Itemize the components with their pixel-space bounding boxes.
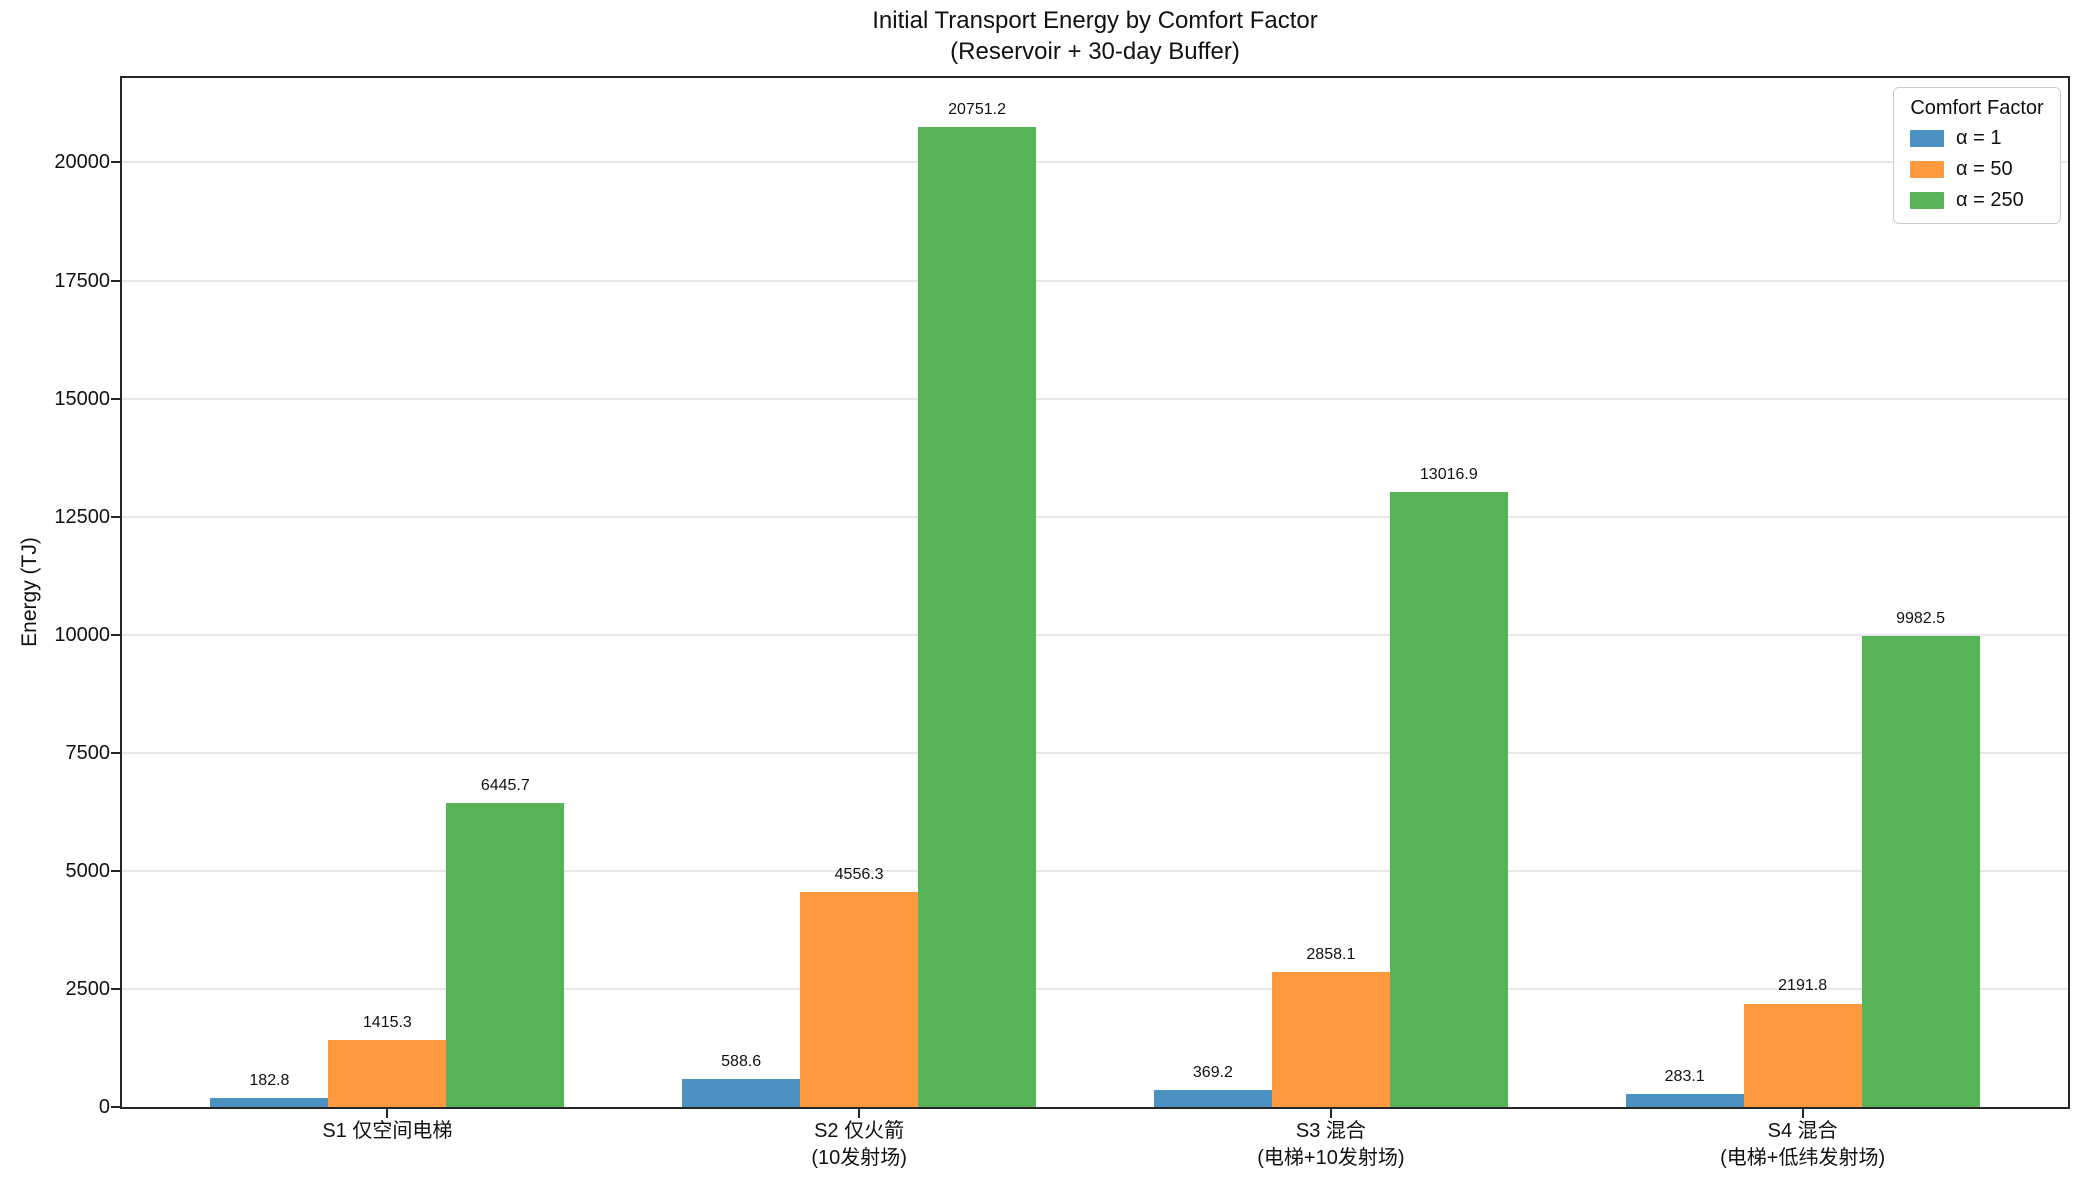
x-tick-mark-2 — [858, 1109, 861, 1118]
y-tick-label-7500: 7500 — [65, 741, 111, 764]
chart-title: Initial Transport Energy by Comfort Fact… — [872, 7, 1318, 65]
y-tick-mark-15000 — [111, 397, 120, 400]
y-tick-mark-20000 — [111, 161, 120, 164]
y-tick-mark-17500 — [111, 279, 120, 282]
bar-s3-series3 — [1389, 492, 1508, 1107]
bar-s3-series1 — [1153, 1089, 1272, 1107]
bar-value-label-s3-series3: 13016.9 — [1419, 466, 1478, 484]
gridline-2500 — [122, 987, 2068, 990]
legend-swatch-2 — [1910, 160, 1944, 178]
bar-value-label-s3-series1: 369.2 — [1192, 1063, 1233, 1081]
legend-swatch-1 — [1910, 129, 1944, 147]
gridline-10000 — [122, 633, 2068, 636]
bar-s3-series2 — [1271, 972, 1390, 1107]
y-tick-label-20000: 20000 — [54, 151, 110, 174]
y-tick-label-2500: 2500 — [65, 977, 111, 1000]
x-tick-label-4: S4 混合 (电梯+低纬发射场) — [1720, 1120, 1886, 1169]
bar-value-label-s4-series3: 9982.5 — [1896, 609, 1946, 627]
bar-value-label-s1-series2: 1415.3 — [362, 1014, 412, 1032]
bar-value-label-s2-series3: 20751.2 — [948, 100, 1006, 118]
y-tick-mark-0 — [111, 1106, 120, 1108]
bar-value-label-s4-series1: 283.1 — [1664, 1067, 1705, 1085]
plot-area: 182.8 588.6 369.2 283.1 1415.3 4556.3 2858.1 21… — [120, 76, 2070, 1109]
y-tick-label-15000: 15000 — [54, 387, 110, 410]
legend-title: Comfort Factor — [1910, 97, 2044, 119]
bar-s2-series2 — [800, 891, 919, 1107]
y-tick-label-17500: 17500 — [54, 269, 110, 292]
gridline-12500 — [122, 515, 2068, 518]
y-tick-mark-7500 — [111, 751, 120, 754]
bar-s2-series3 — [918, 126, 1037, 1107]
bar-value-label-s2-series1: 588.6 — [721, 1053, 762, 1071]
gridline-7500 — [122, 751, 2068, 754]
gridline-17500 — [122, 279, 2068, 282]
x-tick-mark-3 — [1329, 1109, 1332, 1118]
gridline-5000 — [122, 869, 2068, 872]
bar-s4-series2 — [1743, 1003, 1862, 1107]
x-tick-mark-1 — [386, 1109, 389, 1118]
bar-s4-series3 — [1861, 635, 1980, 1107]
legend: Comfort Factor α = 1 α = 50 α = 250 — [1893, 87, 2061, 224]
bar-value-label-s1-series1: 182.8 — [249, 1072, 290, 1090]
bar-value-label-s1-series3: 6445.7 — [480, 776, 530, 794]
bar-value-label-s2-series2: 4556.3 — [834, 865, 884, 883]
legend-label-3: α = 250 — [1956, 189, 2024, 211]
y-tick-mark-10000 — [111, 633, 120, 636]
y-tick-label-12500: 12500 — [54, 505, 110, 528]
x-tick-label-2: S2 仅火箭 (10发射场) — [811, 1120, 907, 1169]
bar-value-label-s3-series2: 2858.1 — [1306, 946, 1356, 964]
legend-item-3: α = 250 — [1910, 189, 2050, 211]
gridline-15000 — [122, 397, 2068, 400]
bar-s4-series1 — [1625, 1093, 1744, 1107]
x-tick-label-1: S1 仅空间电梯 — [322, 1120, 453, 1142]
y-tick-mark-5000 — [111, 869, 120, 872]
legend-label-1: α = 1 — [1956, 127, 2002, 149]
y-tick-label-5000: 5000 — [65, 859, 111, 882]
legend-label-2: α = 50 — [1956, 158, 2013, 180]
bar-s1-series2 — [328, 1040, 447, 1107]
y-tick-label-10000: 10000 — [54, 623, 110, 646]
legend-item-2: α = 50 — [1910, 158, 2050, 180]
y-tick-mark-2500 — [111, 987, 120, 990]
bar-s1-series1 — [210, 1098, 329, 1107]
y-tick-label-0: 0 — [98, 1096, 110, 1118]
bar-s2-series1 — [682, 1079, 801, 1107]
x-tick-mark-4 — [1801, 1109, 1804, 1118]
bar-s1-series3 — [446, 802, 565, 1107]
gridline-20000 — [122, 161, 2068, 164]
bar-value-label-s4-series2: 2191.8 — [1778, 977, 1828, 995]
x-tick-label-3: S3 混合 (电梯+10发射场) — [1257, 1120, 1405, 1169]
legend-item-1: α = 1 — [1910, 127, 2050, 149]
y-tick-mark-12500 — [111, 515, 120, 518]
legend-swatch-3 — [1910, 191, 1944, 209]
